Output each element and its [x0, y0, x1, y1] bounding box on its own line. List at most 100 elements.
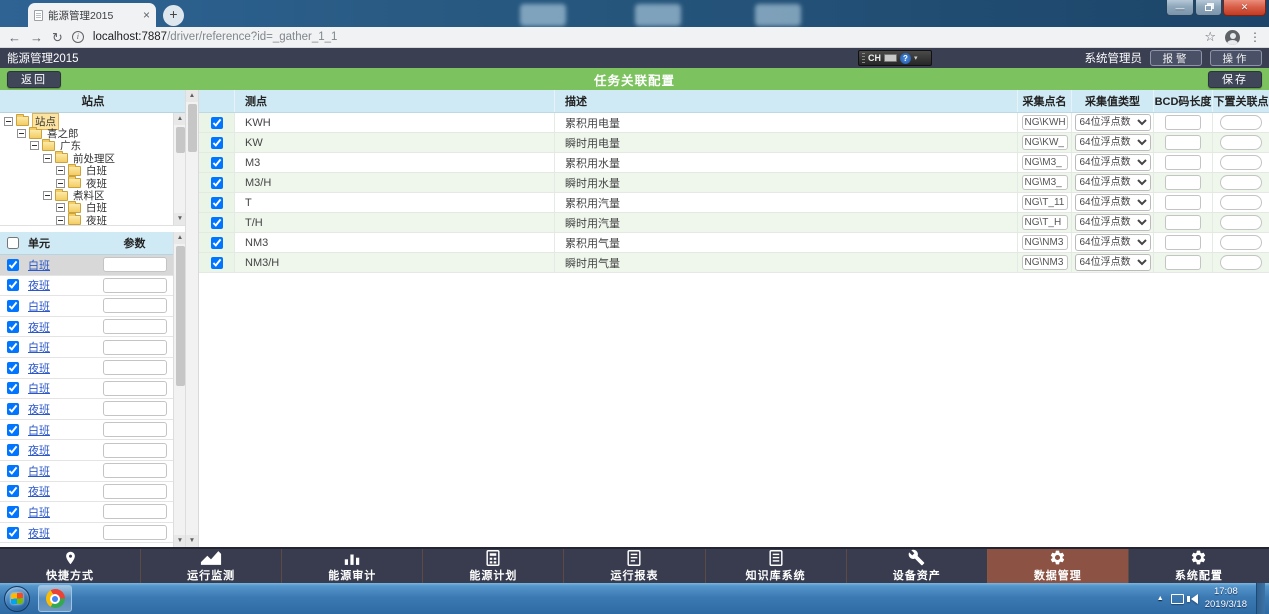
tree-collapse-icon[interactable] — [56, 203, 65, 213]
tree-node-label[interactable]: 前处理区 — [73, 152, 115, 165]
point-row-checkbox[interactable] — [210, 216, 223, 229]
value-type-select[interactable]: 64位浮点数 — [1074, 214, 1151, 231]
unit-row-checkbox[interactable] — [7, 361, 19, 374]
source-input[interactable] — [1021, 115, 1068, 130]
tree-collapse-icon[interactable] — [17, 129, 26, 139]
downlink-point-input[interactable] — [1220, 135, 1262, 150]
nav-item-data-management[interactable]: 数据管理 — [986, 549, 1128, 583]
point-row-checkbox[interactable] — [210, 156, 223, 169]
nav-item-audit[interactable]: 能源审计 — [281, 549, 422, 583]
nav-item-knowledge[interactable]: 知识库系统 — [704, 549, 846, 583]
value-type-select[interactable]: 64位浮点数 — [1074, 234, 1151, 251]
source-input[interactable] — [1021, 155, 1068, 170]
downlink-point-input[interactable] — [1220, 155, 1262, 170]
site-info-icon[interactable]: i — [71, 31, 84, 43]
tree-node-label[interactable]: 白班 — [86, 165, 107, 178]
nav-item-system-config[interactable]: 系统配置 — [1127, 549, 1269, 583]
param-input[interactable] — [102, 298, 167, 314]
param-input[interactable] — [102, 360, 167, 376]
scroll-down-icon[interactable]: ▼ — [174, 535, 186, 547]
unit-row-checkbox[interactable] — [7, 279, 19, 292]
bcd-length-input[interactable] — [1165, 155, 1201, 170]
back-button[interactable]: 返回 — [7, 70, 61, 88]
tree-node[interactable]: 煮料区 — [0, 188, 173, 203]
unit-link[interactable]: 夜班 — [28, 486, 50, 499]
nav-item-shortcuts[interactable]: 快捷方式 — [0, 549, 140, 583]
tree-collapse-icon[interactable] — [56, 215, 65, 225]
tree-node[interactable]: 白班 — [0, 200, 173, 215]
show-desktop-button[interactable] — [1256, 583, 1265, 614]
value-type-select[interactable]: 64位浮点数 — [1074, 134, 1151, 151]
browser-forward-button[interactable]: → — [30, 29, 43, 45]
unit-link[interactable]: 夜班 — [28, 403, 50, 416]
tree-collapse-icon[interactable] — [56, 166, 65, 176]
unit-link[interactable]: 夜班 — [28, 362, 50, 375]
nav-item-assets[interactable]: 设备资产 — [845, 549, 987, 583]
bcd-length-input[interactable] — [1165, 215, 1201, 230]
bcd-length-input[interactable] — [1165, 195, 1201, 210]
tree-node-label[interactable]: 煮料区 — [73, 190, 105, 203]
unit-link[interactable]: 白班 — [28, 300, 50, 313]
tree-collapse-icon[interactable] — [4, 116, 13, 126]
taskbar-clock[interactable]: 17:08 2019/3/18 — [1205, 586, 1247, 611]
downlink-point-input[interactable] — [1220, 115, 1262, 130]
unit-link[interactable]: 白班 — [28, 259, 50, 272]
unit-link[interactable]: 夜班 — [28, 445, 50, 458]
param-input[interactable] — [102, 401, 167, 417]
unit-row-checkbox[interactable] — [7, 444, 19, 457]
unit-link[interactable]: 白班 — [28, 424, 50, 437]
browser-tab[interactable]: 能源管理2015 × — [28, 3, 156, 27]
scroll-up-icon[interactable]: ▲ — [174, 232, 186, 244]
tree-collapse-icon[interactable] — [43, 191, 52, 201]
new-tab-button[interactable]: + — [163, 5, 184, 26]
unit-row-checkbox[interactable] — [7, 258, 19, 271]
action-button[interactable]: 操作 — [1210, 50, 1262, 66]
point-row-checkbox[interactable] — [210, 236, 223, 249]
scroll-up-icon[interactable]: ▲ — [186, 90, 198, 102]
source-input[interactable] — [1021, 135, 1068, 150]
tree-node[interactable]: 喜之郎 — [0, 126, 173, 140]
param-input[interactable] — [102, 277, 167, 293]
source-input[interactable] — [1021, 235, 1068, 250]
tree-scrollbar[interactable]: ▲ ▼ — [173, 113, 186, 225]
tree-node-label[interactable]: 夜班 — [86, 214, 107, 225]
param-input[interactable] — [102, 483, 167, 499]
ime-language-label[interactable]: CH — [868, 53, 881, 63]
tree-collapse-icon[interactable] — [56, 178, 65, 188]
value-type-select[interactable]: 64位浮点数 — [1074, 154, 1151, 171]
ime-keyboard-icon[interactable] — [884, 54, 897, 62]
param-input[interactable] — [102, 525, 167, 541]
address-bar-url[interactable]: localhost:7887/driver/reference?id=_gath… — [93, 31, 1195, 43]
tree-node-label[interactable]: 白班 — [86, 202, 107, 215]
unit-row-checkbox[interactable] — [7, 382, 19, 395]
unit-row-checkbox[interactable] — [7, 423, 19, 436]
tree-node[interactable]: 前处理区 — [0, 151, 173, 165]
unit-row-checkbox[interactable] — [7, 485, 19, 498]
tree-collapse-icon[interactable] — [30, 141, 39, 151]
source-input[interactable] — [1021, 215, 1068, 230]
window-restore-button[interactable] — [1195, 0, 1222, 16]
downlink-point-input[interactable] — [1220, 235, 1262, 250]
window-close-button[interactable]: ✕ — [1223, 0, 1266, 16]
bcd-length-input[interactable] — [1165, 255, 1201, 270]
browser-menu-icon[interactable]: ⋮ — [1249, 30, 1261, 44]
ime-help-icon[interactable]: ? — [900, 52, 911, 64]
source-input[interactable] — [1021, 255, 1068, 270]
value-type-select[interactable]: 64位浮点数 — [1074, 114, 1151, 131]
scrollbar-thumb[interactable] — [175, 127, 185, 153]
unit-link[interactable]: 夜班 — [28, 321, 50, 334]
nav-item-plan[interactable]: 能源计划 — [422, 549, 563, 583]
windows-start-button[interactable] — [4, 585, 30, 612]
param-input[interactable] — [102, 339, 167, 355]
downlink-point-input[interactable] — [1220, 215, 1262, 230]
bcd-length-input[interactable] — [1165, 135, 1201, 150]
param-input[interactable] — [102, 422, 167, 438]
param-input[interactable] — [102, 380, 167, 396]
unit-link[interactable]: 夜班 — [28, 280, 50, 293]
source-input[interactable] — [1021, 175, 1068, 190]
point-row-checkbox[interactable] — [210, 196, 223, 209]
value-type-select[interactable]: 64位浮点数 — [1074, 194, 1151, 211]
point-row-checkbox[interactable] — [210, 136, 223, 149]
scroll-down-icon[interactable]: ▼ — [174, 213, 186, 225]
tray-display-icon[interactable] — [1170, 593, 1184, 604]
